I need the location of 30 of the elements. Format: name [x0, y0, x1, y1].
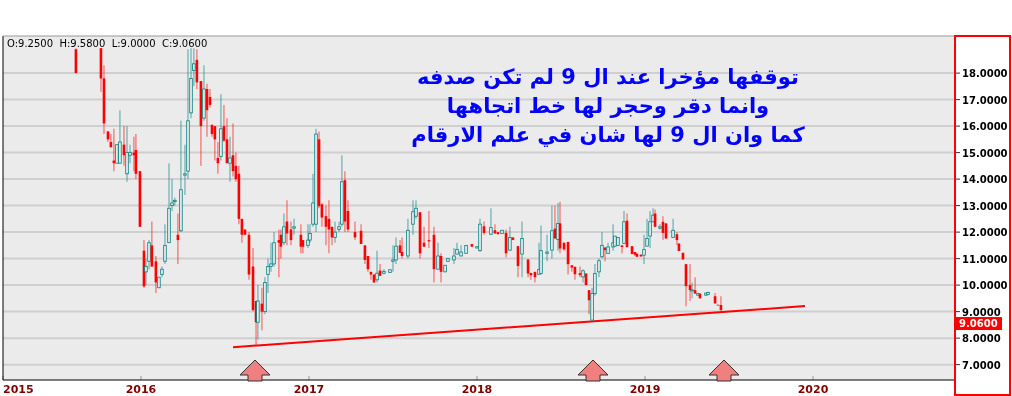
x-tick-label: 2017	[293, 383, 325, 396]
y-tick-label: 15.0000	[962, 147, 1008, 159]
candlestick	[173, 197, 177, 207]
y-tick-label: 14.0000	[962, 174, 1008, 186]
y-tick-label: 12.0000	[962, 227, 1008, 239]
y-tick-label: 13.0000	[962, 200, 1008, 212]
y-tick-label: 11.0000	[962, 253, 1008, 265]
candlestick	[382, 268, 386, 276]
y-tick-label: 10.0000	[962, 280, 1008, 292]
y-tick-label: 7.0000	[962, 359, 1001, 371]
annotation: O:9.2500 H:9.5800 L:9.0000 C:9.0600	[7, 38, 208, 49]
candlestick	[292, 218, 296, 236]
y-tick-label: 17.0000	[962, 94, 1008, 106]
annotation: كما وان ال 9 لها شان في علم الارقام	[411, 123, 806, 147]
y-tick-label: 9.0000	[962, 306, 1001, 318]
annotation: توقفها مؤخرا عند ال 9 لم تكن صدفه	[417, 65, 799, 89]
y-tick-label: 16.0000	[962, 121, 1008, 133]
candlestick	[115, 144, 119, 164]
x-tick-label: 2015	[3, 383, 34, 396]
x-tick-label: 2016	[125, 383, 157, 396]
candlestick	[570, 264, 574, 273]
x-tick-label: 2020	[797, 383, 829, 396]
candlestick	[452, 247, 456, 265]
y-tick-label: 8.0000	[962, 333, 1001, 345]
x-tick-label: 2018	[461, 383, 493, 396]
y-tick-label: 18.0000	[962, 68, 1008, 80]
candlestick	[620, 244, 624, 254]
annotation: وانما دقر وحجر لها خط اتجاهها	[446, 94, 770, 118]
text: 9.0600	[959, 318, 998, 330]
x-tick-label: 2019	[629, 383, 661, 396]
